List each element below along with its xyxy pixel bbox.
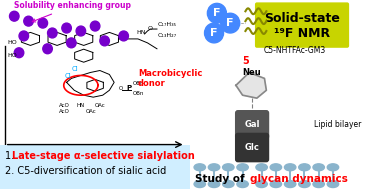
Circle shape [100,36,109,46]
Bar [0,2,190,189]
Text: C5-NHTFAc-GM3: C5-NHTFAc-GM3 [264,46,326,55]
Text: AcO: AcO [59,103,70,108]
Text: C₁₃H₂₇: C₁₃H₂₇ [158,33,177,38]
FancyBboxPatch shape [235,110,269,140]
Circle shape [47,28,57,38]
FancyBboxPatch shape [255,2,349,48]
Ellipse shape [284,181,296,187]
Circle shape [38,18,47,28]
Circle shape [43,44,52,54]
Polygon shape [236,73,266,98]
Ellipse shape [194,181,205,187]
Ellipse shape [208,181,220,187]
Text: OAc: OAc [95,103,106,108]
Ellipse shape [327,164,339,171]
Text: OBn: OBn [133,91,145,96]
Circle shape [24,16,33,26]
Text: 5: 5 [242,56,249,66]
Text: HN: HN [136,30,145,36]
Text: C₁₇H₃₅: C₁₇H₃₅ [158,22,177,27]
Text: 1.: 1. [5,151,17,161]
FancyBboxPatch shape [235,133,269,162]
Text: Study of: Study of [195,174,248,184]
Text: 2. C5-diversification of sialic acid: 2. C5-diversification of sialic acid [5,166,166,176]
Bar [0,145,190,189]
Text: F: F [210,28,218,38]
Circle shape [91,21,100,31]
Text: F: F [226,18,234,28]
Ellipse shape [237,164,248,171]
Text: P: P [127,85,132,91]
Ellipse shape [270,181,282,187]
Bar [190,2,350,189]
Circle shape [62,23,71,33]
Circle shape [67,38,76,48]
Circle shape [205,23,223,43]
Ellipse shape [299,181,310,187]
Text: Lipid bilayer: Lipid bilayer [314,120,361,129]
Text: O: O [148,26,153,31]
Ellipse shape [256,181,267,187]
Text: OBn: OBn [133,81,145,86]
Text: Glc: Glc [245,143,259,152]
Text: F: F [213,8,221,18]
Ellipse shape [208,164,220,171]
Ellipse shape [223,164,234,171]
Text: Late-stage α-selective sialylation: Late-stage α-selective sialylation [13,151,195,161]
Circle shape [14,48,24,58]
Text: Solid-state: Solid-state [264,12,340,25]
Circle shape [19,31,29,41]
Ellipse shape [256,164,267,171]
Text: Neu: Neu [243,68,262,77]
Ellipse shape [313,181,324,187]
Text: glycan dynamics: glycan dynamics [250,174,348,184]
Text: Cl: Cl [65,73,71,79]
Circle shape [119,31,128,41]
Circle shape [76,26,86,36]
Text: Solubility enhancing group: Solubility enhancing group [14,1,131,22]
Ellipse shape [313,164,324,171]
Text: HO: HO [8,53,17,58]
Text: Gal: Gal [244,120,260,129]
Ellipse shape [237,181,248,187]
Circle shape [221,13,240,33]
Ellipse shape [194,164,205,171]
Ellipse shape [327,181,339,187]
Text: O: O [119,86,123,91]
Text: ¹⁹F NMR: ¹⁹F NMR [274,27,330,40]
Ellipse shape [284,164,296,171]
Ellipse shape [223,181,234,187]
Text: Cl: Cl [71,66,78,71]
Ellipse shape [270,164,282,171]
Circle shape [208,3,226,23]
Text: HO: HO [8,40,17,45]
Text: Macrobicyclic
donor: Macrobicyclic donor [138,69,202,88]
Text: OAc: OAc [86,109,96,115]
Text: HN: HN [76,103,84,108]
Text: AcO: AcO [59,109,70,115]
Circle shape [10,11,19,21]
Ellipse shape [299,164,310,171]
